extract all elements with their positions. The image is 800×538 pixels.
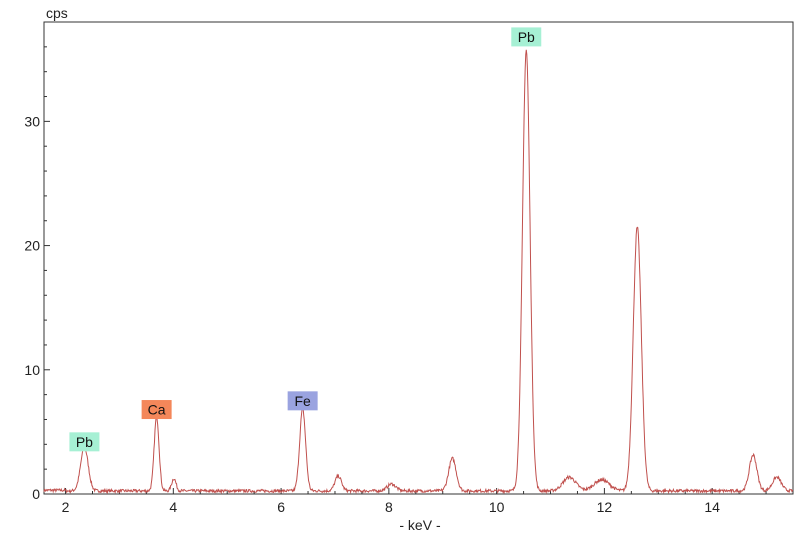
peak-label-box — [511, 27, 542, 47]
y-tick-label: 10 — [24, 362, 40, 378]
peak-label-box — [141, 400, 172, 420]
ticks: 2 4 6 8 10 12 14 0 10 20 30 — [24, 21, 794, 515]
series — [43, 49, 794, 495]
peak-label-text: Pb — [76, 434, 93, 450]
y-axis-title: cps — [46, 5, 68, 21]
x-tick-label: 12 — [597, 499, 613, 515]
peak-label-box — [69, 432, 100, 452]
peak-label: Fe — [287, 391, 318, 411]
peak-label: Ca — [141, 400, 172, 420]
x-tick-label: 8 — [385, 499, 393, 515]
x-tick-label: 14 — [704, 499, 720, 515]
x-tick-label: 2 — [62, 499, 70, 515]
peak-label: Pb — [511, 27, 542, 47]
y-tick-label: 0 — [32, 486, 40, 502]
peak-label-box — [287, 391, 318, 411]
peak-label: Pb — [69, 432, 100, 452]
axes — [43, 21, 794, 495]
x-tick-label: 4 — [169, 499, 177, 515]
annotations: Pb Ca Fe Pb — [69, 27, 542, 452]
x-tick-label: 6 — [277, 499, 285, 515]
spectrum-line — [43, 49, 794, 495]
y-tick-label: 20 — [24, 238, 40, 254]
y-tick-label: 30 — [24, 113, 40, 129]
x-axis-title: - keV - — [399, 517, 441, 533]
peak-label-text: Pb — [518, 29, 535, 45]
peak-label-text: Ca — [148, 402, 166, 418]
x-tick-label: 10 — [489, 499, 505, 515]
peak-label-text: Fe — [294, 393, 311, 409]
plot-frame — [43, 21, 794, 495]
